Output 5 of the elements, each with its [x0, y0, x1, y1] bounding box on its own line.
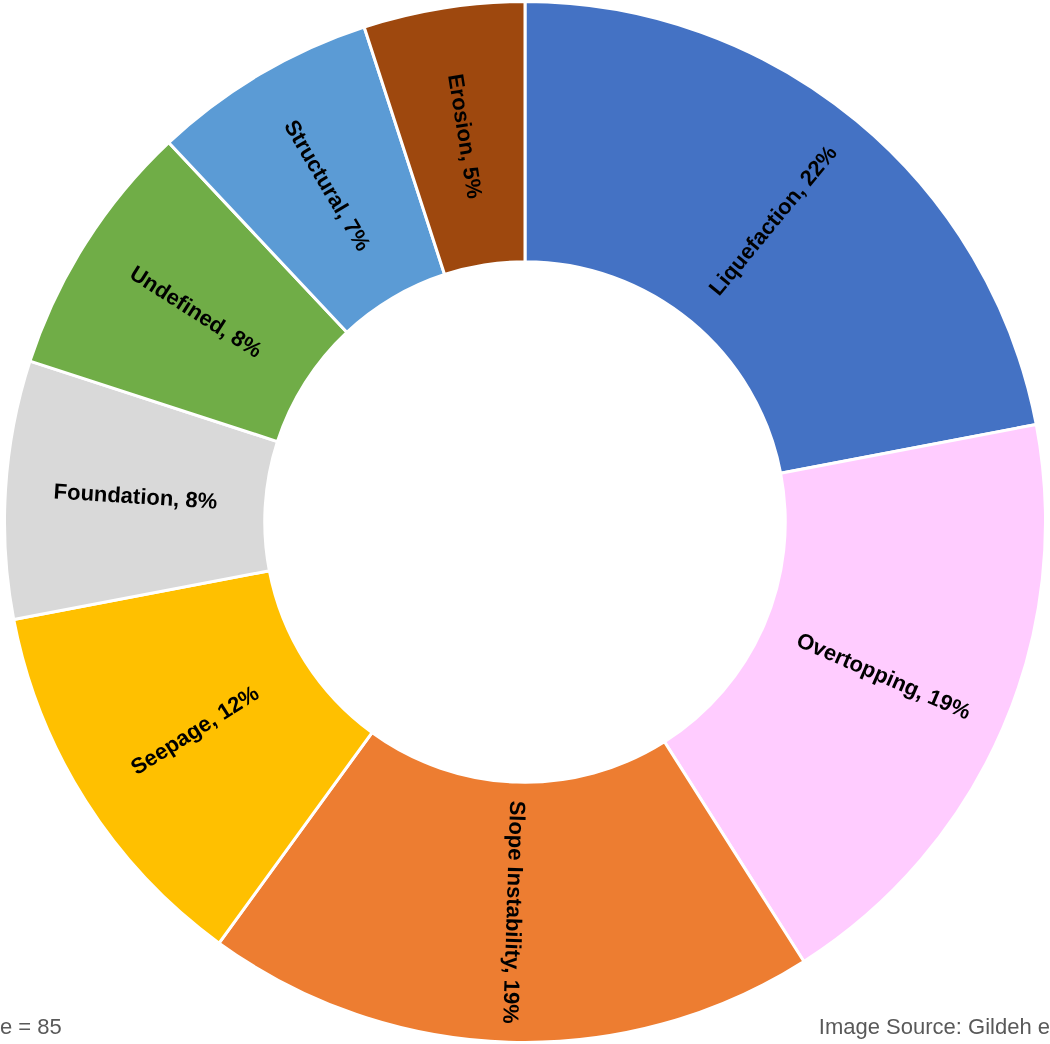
text: Image Source: Gildeh e: [818, 1014, 1050, 1040]
text: e = 85: [0, 1014, 62, 1040]
slice-label: Erosion, 5%: [443, 72, 488, 201]
slice-label: Slope Instability, 19%: [498, 800, 531, 1025]
slice-label: Foundation, 8%: [52, 478, 218, 514]
